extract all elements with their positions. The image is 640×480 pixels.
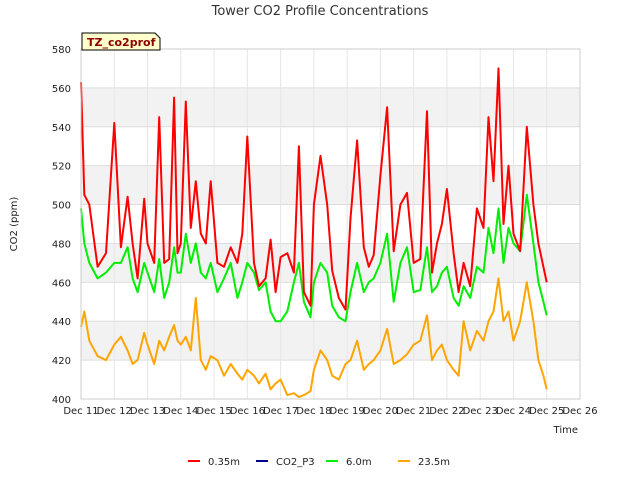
x-tick-label: Dec 15 — [196, 406, 231, 417]
x-tick-label: Dec 12 — [97, 406, 132, 417]
y-tick-label: 480 — [52, 239, 71, 250]
x-tick-label: Dec 17 — [263, 406, 298, 417]
legend-label: 0.35m — [208, 457, 240, 468]
tag-label: TZ_co2prof — [87, 36, 156, 49]
x-tick-label: Dec 26 — [562, 406, 597, 417]
plot-band — [81, 165, 580, 205]
x-tick-label: Dec 18 — [296, 406, 331, 417]
x-tick-label: Dec 14 — [163, 406, 198, 417]
series-line-6-0m — [80, 193, 548, 323]
plot-band — [81, 360, 580, 399]
legend-label: 6.0m — [346, 457, 372, 468]
y-tick-labels: 400 420 440 460 480 500 520 540 560 580 — [52, 45, 71, 406]
legend-item: 0.35m — [188, 457, 240, 468]
x-tick-label: Dec 24 — [496, 406, 531, 417]
x-tick-label: Dec 19 — [330, 406, 365, 417]
legend: 0.35m CO2_P3 6.0m 23.5m — [188, 457, 450, 468]
plot-band — [81, 49, 580, 88]
plot-frame — [80, 48, 581, 400]
plot-band — [81, 126, 580, 166]
x-tick-label: Dec 23 — [463, 406, 498, 417]
y-tick-label: 520 — [52, 162, 71, 173]
y-tick-label: 440 — [52, 317, 71, 328]
tag-box — [81, 32, 161, 51]
y-tick-label: 560 — [52, 84, 71, 95]
plot-band — [81, 87, 580, 127]
legend-label: 23.5m — [418, 457, 450, 468]
series-line-23-5m — [80, 277, 548, 399]
legend-item: 23.5m — [398, 457, 450, 468]
plot-band — [81, 321, 580, 361]
y-axis-label: CO2 (ppm) — [9, 197, 20, 252]
x-tick-label: Dec 13 — [130, 406, 165, 417]
x-axis-label: Time — [553, 425, 578, 436]
series-layer — [80, 67, 548, 399]
x-tick-label: Dec 22 — [429, 406, 464, 417]
series-tag: TZ_co2prof — [81, 32, 161, 51]
series-line-0-35m — [80, 67, 548, 311]
x-tick-label: Dec 21 — [396, 406, 431, 417]
legend-item: 6.0m — [326, 457, 372, 468]
y-tick-label: 460 — [52, 278, 71, 289]
legend-item: CO2_P3 — [256, 457, 315, 468]
y-tick-label: 540 — [52, 123, 71, 134]
legend-label: CO2_P3 — [276, 457, 315, 468]
y-tick-label: 500 — [52, 201, 71, 212]
y-tick-label: 420 — [52, 356, 71, 367]
x-tick-label: Dec 11 — [63, 406, 98, 417]
y-tick-label: 400 — [52, 395, 71, 406]
chart-title: Tower CO2 Profile Concentrations — [211, 4, 429, 19]
y-tick-label: 580 — [52, 45, 71, 56]
x-tick-label: Dec 20 — [363, 406, 398, 417]
x-tick-label: Dec 25 — [529, 406, 564, 417]
x-tick-label: Dec 16 — [230, 406, 265, 417]
